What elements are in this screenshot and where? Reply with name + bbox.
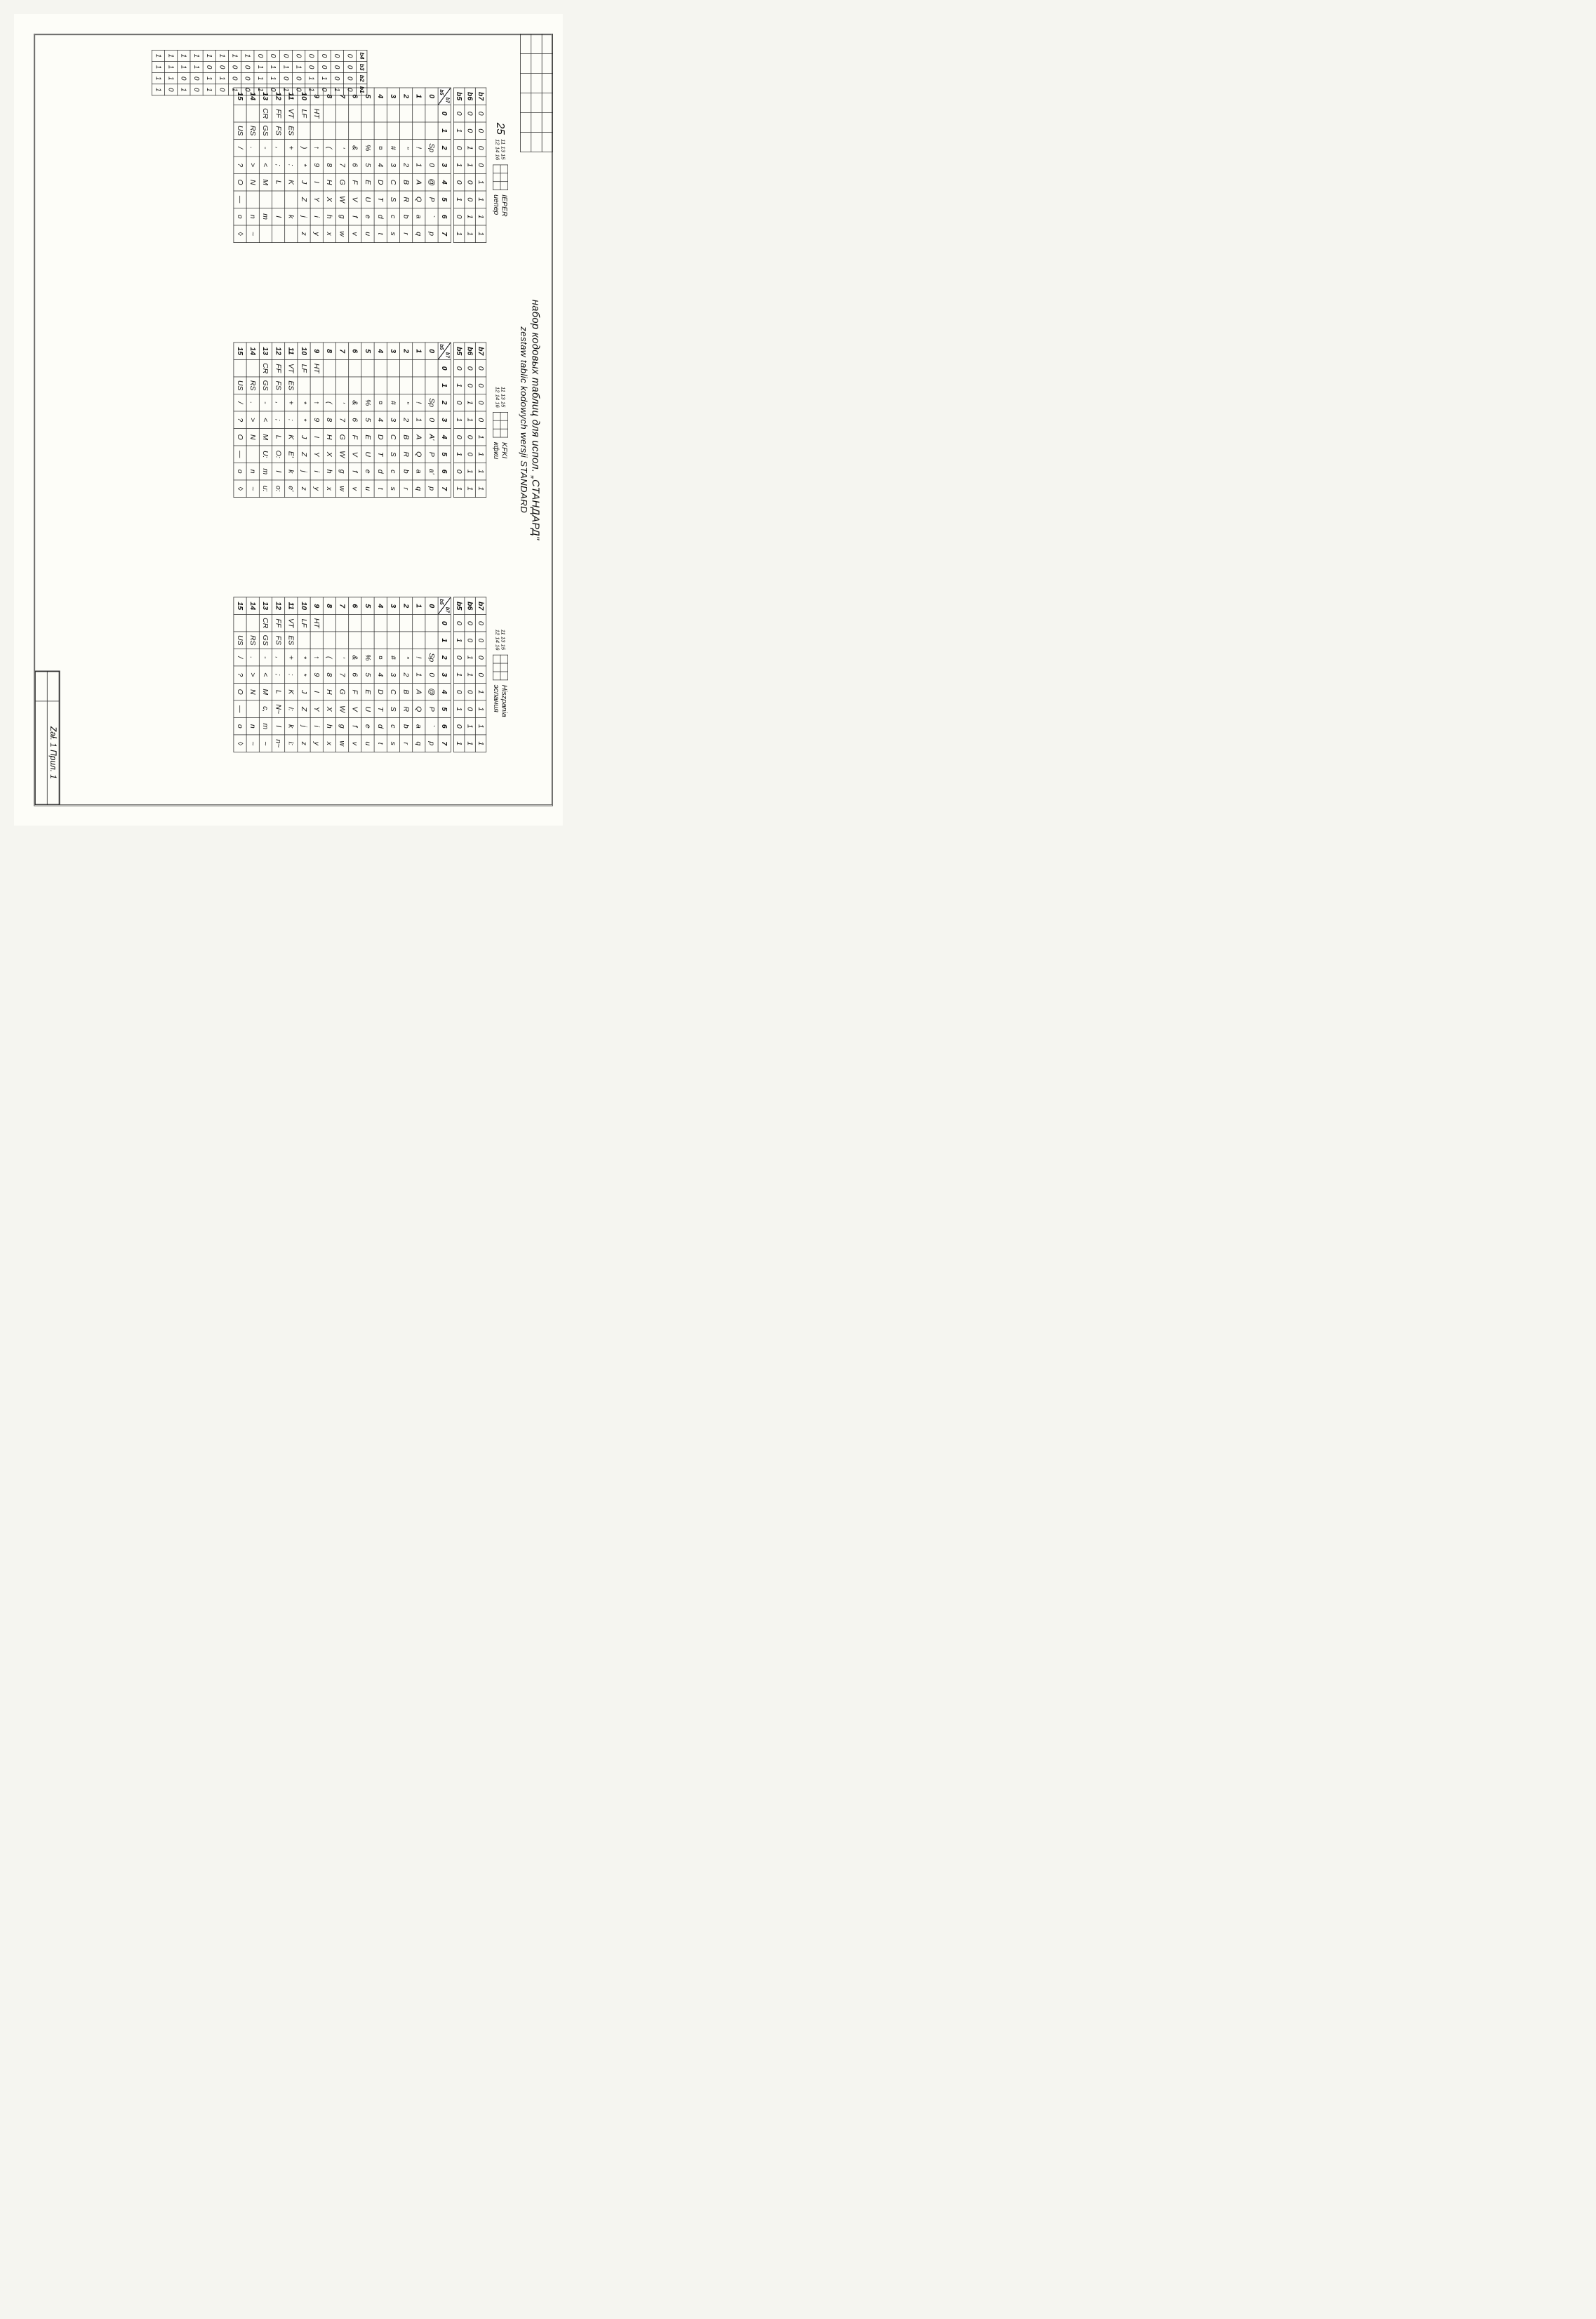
bits-header-table: b700001111b600110011b501010101 bbox=[453, 597, 486, 752]
block-number: 25 bbox=[494, 123, 507, 135]
block-header: 11 13 1512 14 16 KFKIкфки bbox=[492, 387, 508, 460]
drawing-frame: набор кодовых таблиц для испол. „СТАНДАР… bbox=[34, 34, 553, 806]
block-name: IEPERиепер bbox=[492, 194, 508, 217]
mini-grid bbox=[493, 655, 508, 680]
mini-row-labels: 11 13 1512 14 16 bbox=[495, 630, 507, 651]
title-polish: zestaw tablic kodowych wersji STANDARD bbox=[519, 43, 529, 797]
block-name: Hiszpaniaэспания bbox=[492, 685, 508, 717]
bits-header-table: b700001111b600110011b501010101 bbox=[453, 88, 486, 243]
block-headers-row: 25 11 13 1512 14 16 IEPERиепер 11 13 151… bbox=[489, 43, 509, 797]
title-russian: набор кодовых таблиц для испол. „СТАНДАР… bbox=[530, 43, 542, 797]
ascii-table: b5b7012345670Sp0@P`p1!1AQaq2"2BRbr3#3CSc… bbox=[234, 597, 451, 752]
block-header: 11 13 1512 14 16 Hiszpaniaэспания bbox=[492, 630, 508, 717]
footer-label: Zał. 1 Прил. 1 bbox=[47, 701, 59, 804]
bits-header-row: b700001111b600110011b501010101 b700001111… bbox=[453, 43, 486, 797]
ascii-tables-row: b5b7012345670Sp0@P`p1!1AQaq2"2BRbr3#3CSc… bbox=[234, 43, 451, 797]
left-bits-table: b4b3b2b100000001001000110100010101100111… bbox=[152, 50, 367, 95]
bits-header-table: b700001111b600110011b501010101 bbox=[453, 343, 486, 498]
ascii-table: b5b7012345670Sp0@P`p1!1AQaq2"2BRbr3#3CSc… bbox=[234, 88, 451, 243]
content-area: набор кодовых таблиц для испол. „СТАНДАР… bbox=[43, 43, 545, 797]
block-header: 25 11 13 1512 14 16 IEPERиепер bbox=[492, 123, 508, 217]
ascii-table: b5b7012345670Sp0A'Pa'p1!1AQaq2"2BRbr3#3C… bbox=[234, 343, 451, 498]
mini-grid bbox=[493, 412, 508, 437]
title-block: Zał. 1 Прил. 1 bbox=[35, 671, 60, 805]
page: набор кодовых таблиц для испол. „СТАНДАР… bbox=[14, 14, 563, 825]
mini-row-labels: 11 13 1512 14 16 bbox=[495, 387, 507, 408]
block-name: KFKIкфки bbox=[492, 442, 508, 460]
mini-row-labels: 11 13 1512 14 16 bbox=[495, 139, 507, 160]
mini-grid bbox=[493, 164, 508, 190]
left-bits-panel: b4b3b2b100000001001000110100010101100111… bbox=[152, 50, 367, 95]
